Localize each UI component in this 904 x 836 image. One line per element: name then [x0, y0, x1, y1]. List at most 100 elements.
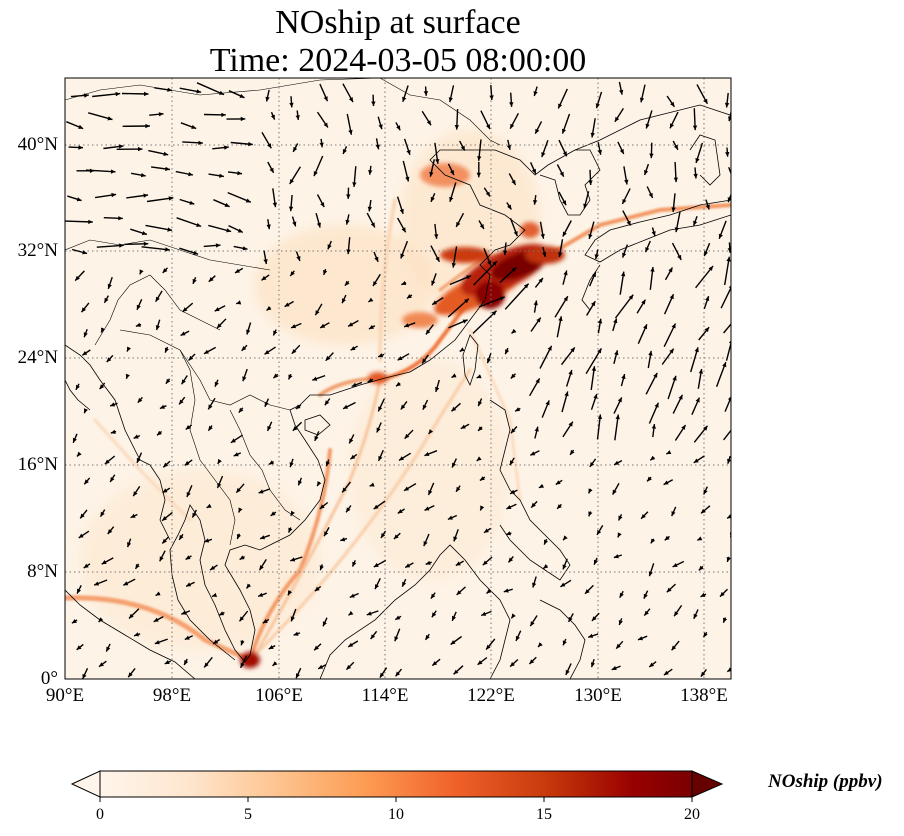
wind-arrow-head — [650, 267, 655, 272]
wind-arrow-head — [140, 173, 146, 178]
wind-arrow-head — [162, 516, 167, 521]
wind-arrow-head — [260, 535, 265, 540]
wind-arrow-head — [378, 455, 383, 461]
wind-arrow-head — [314, 586, 320, 592]
wind-arrow-head — [430, 196, 435, 202]
wind-arrow-head — [104, 459, 110, 465]
wind-arrow-head — [426, 120, 431, 126]
wind-arrow-head — [268, 460, 274, 465]
wind-arrow-head — [654, 402, 659, 408]
wind-arrow-head — [568, 616, 573, 622]
wind-arrow-head — [290, 557, 296, 562]
wind-arrow-head — [404, 486, 409, 491]
wind-arrow-head — [703, 632, 708, 638]
wind-arrow-head — [562, 200, 567, 206]
wind-arrow-head — [401, 227, 406, 233]
wind-arrow-head — [510, 489, 516, 494]
wind-arrow-head — [429, 171, 434, 177]
wind-arrow-head — [597, 529, 602, 535]
wind-arrow-head — [115, 91, 121, 97]
wind-arrow-head — [75, 384, 80, 390]
wind-arrow-head — [180, 331, 186, 336]
wind-arrow-head — [510, 428, 516, 434]
wind-arrow-head — [367, 378, 373, 383]
wind-arrow-head — [727, 197, 731, 203]
wind-arrow-head — [452, 462, 456, 468]
wind-arrow-head — [478, 426, 483, 431]
wind-arrow-head — [533, 200, 538, 205]
wind-arrow-head — [72, 437, 77, 443]
wind-arrow-head — [612, 489, 617, 495]
lat-tick-40: 40°N — [17, 134, 58, 155]
wind-arrow-head — [614, 116, 620, 122]
wind-arrow-head — [241, 346, 247, 351]
wind-arrow-head — [695, 397, 700, 403]
wind-arrow-head — [165, 247, 170, 252]
wind-arrow-head — [263, 259, 268, 264]
wind-arrow-head — [570, 449, 575, 455]
wind-arrow-head — [375, 584, 379, 590]
wind-arrow-head — [369, 482, 375, 487]
wind-arrow-head — [214, 307, 220, 312]
wind-arrow-head — [673, 177, 678, 183]
wind-arrow-head — [219, 90, 224, 95]
wind-arrow-head — [320, 323, 326, 328]
wind-arrow-head — [88, 219, 93, 224]
wind-arrow-head — [477, 660, 483, 665]
wind-arrow-head — [184, 635, 190, 640]
wind-arrow-head — [237, 228, 243, 233]
wind-arrow-head — [644, 170, 649, 175]
wind-arrow-head — [273, 373, 279, 379]
wind-arrow-head — [510, 662, 515, 667]
wind-arrow-head — [621, 271, 626, 277]
wind-arrow-head — [666, 450, 672, 454]
wind-arrow-head — [591, 366, 596, 371]
lon-tick-106: 106°E — [255, 685, 303, 706]
wind-arrow-head — [510, 373, 516, 379]
wind-arrow-head — [288, 206, 294, 212]
wind-arrow-head — [455, 561, 461, 566]
wind-arrow-head — [431, 280, 436, 286]
wind-arrow-head — [349, 593, 355, 598]
wind-arrow-head — [295, 115, 300, 120]
wind-arrow-head — [491, 310, 497, 316]
lon-tick-114: 114°E — [361, 685, 409, 706]
wind-arrow-head — [732, 179, 736, 184]
wind-arrow-head — [342, 298, 346, 304]
wind-arrow-head — [179, 534, 184, 540]
wind-arrow-head — [402, 581, 407, 587]
wind-arrow-head — [352, 182, 357, 187]
wind-arrow-head — [94, 581, 100, 586]
wind-arrow-head — [645, 247, 650, 253]
wind-arrow-head — [450, 640, 456, 645]
wind-arrow-head — [400, 253, 405, 259]
wind-arrow-head — [704, 327, 710, 333]
wind-arrow-head — [663, 670, 669, 676]
wind-arrow-head — [672, 563, 678, 567]
wind-arrow-head — [425, 560, 431, 565]
wind-arrow-head — [288, 590, 292, 596]
wind-arrow-head — [545, 400, 550, 406]
wind-arrow-head — [315, 310, 320, 316]
wind-arrow-head — [649, 153, 654, 159]
wind-arrow-head — [289, 102, 294, 108]
wind-arrow-head — [649, 662, 655, 667]
wind-arrow-head — [486, 358, 491, 364]
wind-arrow-head — [129, 613, 134, 619]
wind-arrow-head — [704, 251, 708, 257]
wind-arrow-head — [182, 307, 188, 312]
wind-arrow-head — [107, 529, 113, 534]
wind-arrow-head — [432, 661, 438, 666]
wind-arrow-head — [666, 587, 672, 593]
wind-arrow-head — [453, 536, 458, 542]
wind-arrow-head — [133, 434, 139, 439]
wind-arrow-head — [464, 298, 469, 304]
wind-arrow-head — [130, 513, 136, 518]
wind-arrow-head — [731, 640, 736, 645]
wind-arrow-head — [181, 379, 186, 385]
wind-arrow-head — [82, 673, 87, 679]
wind-arrow-head — [136, 457, 141, 463]
wind-arrow-head — [613, 318, 618, 324]
wind-arrow-head — [261, 275, 267, 281]
wind-arrow-head — [291, 324, 297, 329]
